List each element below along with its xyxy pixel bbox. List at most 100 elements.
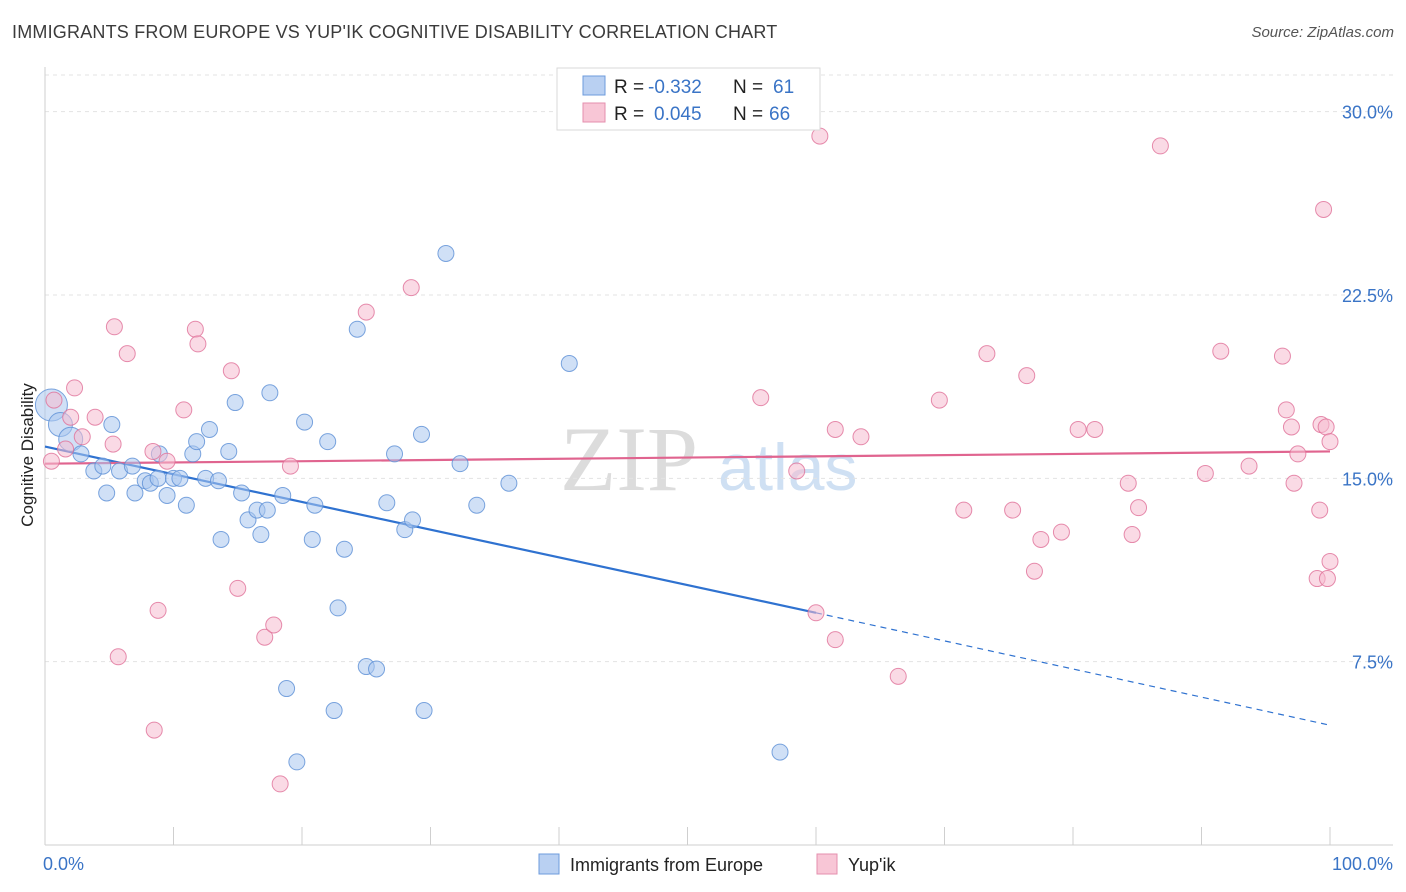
data-point-yupik [229,579,247,597]
data-point-yupik [144,442,162,460]
data-point-europe [98,484,116,502]
data-point-yupik [826,420,844,438]
data-point-yupik [145,721,163,739]
data-point-yupik [402,279,420,297]
data-point-europe [220,442,238,460]
data-point-yupik [1018,367,1036,385]
stats-legend: R = -0.332 N = 61 R = 0.045 N = 66 [556,67,821,131]
stats-n-value: 61 [773,77,794,98]
data-point-europe [149,469,167,487]
data-point-yupik [1315,200,1333,218]
data-point-europe [274,486,292,504]
data-point-europe [200,420,218,438]
data-point-yupik [1196,464,1214,482]
data-point-yupik [807,604,825,622]
data-point-yupik [1151,137,1169,155]
data-point-yupik [1069,420,1087,438]
data-point-yupik [42,452,60,470]
data-point-europe [404,511,422,529]
data-point-yupik [1311,501,1329,519]
data-point-yupik [1212,342,1230,360]
data-point-europe [233,484,251,502]
data-point-europe [103,416,121,434]
y-tick-label: 22.5% [1342,286,1393,306]
stats-r-value: -0.332 [648,77,702,98]
data-point-yupik [1130,499,1148,517]
data-point-europe [296,413,314,431]
data-point-europe [188,433,206,451]
watermark-atlas: atlas [718,430,857,504]
data-point-europe [261,384,279,402]
legend-swatch-blue [538,853,560,875]
chart-title: IMMIGRANTS FROM EUROPE VS YUP'IK COGNITI… [12,22,778,42]
data-point-europe [72,445,90,463]
data-point-yupik [1052,523,1070,541]
data-point-yupik [1032,530,1050,548]
legend-label-yupik: Yup'ik [848,855,896,875]
data-point-yupik [1025,562,1043,580]
data-point-yupik [1317,418,1335,436]
data-point-yupik [826,631,844,649]
data-point-yupik [256,628,274,646]
data-point-europe [126,484,144,502]
data-point-yupik [265,616,283,634]
data-point-yupik [45,391,63,409]
data-point-europe [329,599,347,617]
data-point-yupik [357,303,375,321]
data-point-europe [209,472,227,490]
series-legend: Immigrants from Europe Yup'ik [538,853,896,875]
data-point-yupik [1123,526,1141,544]
data-point-yupik [1277,401,1295,419]
data-point-yupik [271,775,289,793]
data-point-yupik [104,435,122,453]
data-point-europe [177,496,195,514]
grid-lines [45,74,1393,663]
data-point-europe [252,526,270,544]
data-point-yupik [149,601,167,619]
data-point-europe [335,540,353,558]
data-point-yupik [1289,445,1307,463]
stats-r-value: 0.045 [654,104,702,125]
stats-swatch-blue [582,75,606,96]
data-point-europe [212,530,230,548]
stats-n-value: 66 [769,104,790,125]
data-point-europe [226,394,244,412]
data-point-europe [771,743,789,761]
data-point-europe [437,244,455,262]
data-point-yupik [105,318,123,336]
stats-n-label: N = [733,104,763,125]
data-point-yupik [57,440,75,458]
data-point-yupik [1321,433,1339,451]
data-point-europe [158,486,176,504]
data-point-yupik [186,320,204,338]
data-point-europe [413,425,431,443]
stats-n-label: N = [733,77,763,98]
data-point-yupik [189,335,207,353]
data-point-europe [325,702,343,720]
data-point-yupik [1004,501,1022,519]
stats-r-label: R = [614,104,644,125]
data-point-europe [368,660,386,678]
data-point-yupik [889,667,907,685]
data-point-europe [94,457,112,475]
data-points [34,127,1339,793]
trend-line-yupik [44,450,1331,465]
data-point-europe [288,753,306,771]
data-point-europe [500,474,518,492]
data-point-yupik [930,391,948,409]
data-point-europe [258,501,276,519]
data-point-europe [348,320,366,338]
data-point-yupik [175,401,193,419]
data-point-yupik [1285,474,1303,492]
stats-r-label: R = [614,77,644,98]
data-point-yupik [109,648,127,666]
data-point-europe [560,354,578,372]
data-point-yupik [752,389,770,407]
data-point-yupik [955,501,973,519]
data-point-europe [123,457,141,475]
data-point-yupik [73,428,91,446]
data-point-yupik [1282,418,1300,436]
data-point-europe [378,494,396,512]
stats-swatch-pink [582,102,606,123]
